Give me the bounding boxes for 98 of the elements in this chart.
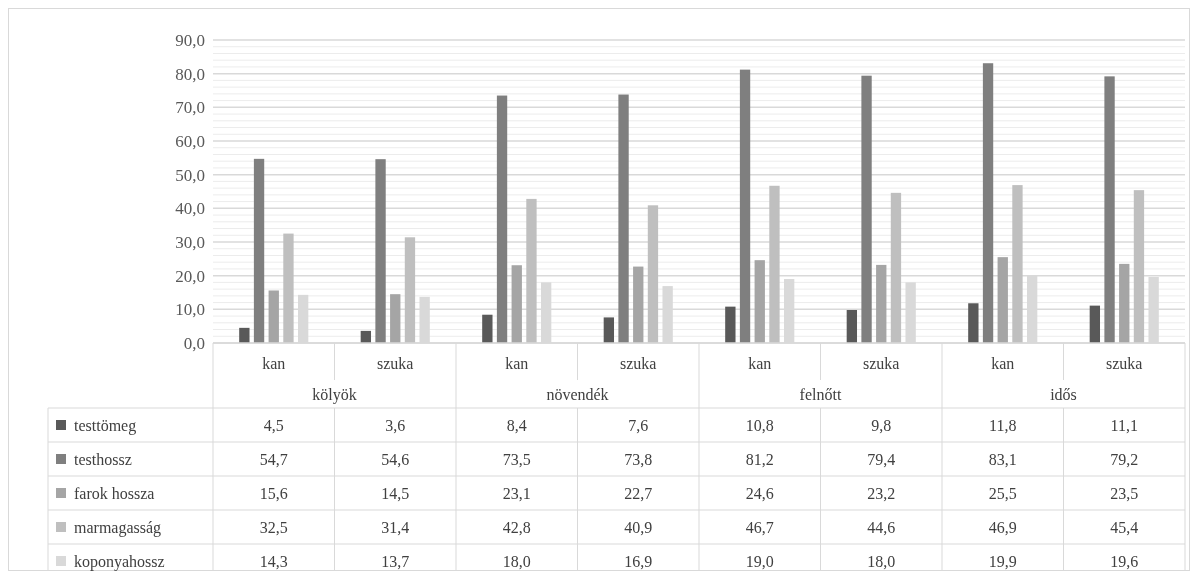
bar	[725, 306, 736, 343]
data-label: 79,4	[867, 450, 896, 468]
bar	[997, 257, 1008, 343]
data-label: 79,2	[1110, 450, 1139, 468]
text: növendék	[546, 385, 609, 403]
data-label: 83,1	[988, 450, 1017, 468]
bar	[511, 265, 522, 343]
data-label: 23,1	[502, 484, 531, 502]
data-label: 11,8	[989, 416, 1017, 434]
data-label: 73,8	[624, 450, 653, 468]
data-label: 54,7	[259, 450, 288, 468]
data-label: 45,4	[1110, 518, 1139, 536]
data-label: 23,2	[867, 484, 896, 502]
data-label: 14,5	[381, 484, 410, 502]
bar	[603, 317, 615, 343]
data-label: 22,7	[624, 484, 653, 502]
x-tick-label: szuka	[863, 354, 900, 372]
legend-label: koponyahossz	[74, 552, 165, 571]
bar	[890, 192, 902, 343]
bar	[876, 264, 887, 343]
bar	[268, 290, 279, 343]
data-label: 24,6	[745, 484, 774, 502]
bar	[846, 310, 858, 343]
data-label: 23,5	[1110, 484, 1139, 502]
x-tick-label: szuka	[620, 354, 657, 372]
data-label: 18,0	[867, 552, 896, 570]
text: kölyök	[312, 385, 357, 404]
bar	[283, 233, 294, 343]
legend-label: testtömeg	[74, 416, 137, 435]
data-label: 10,8	[745, 416, 774, 434]
bar	[253, 158, 265, 343]
legend-label: farok hossza	[74, 484, 155, 502]
data-label: 16,9	[624, 552, 653, 570]
data-label: 19,9	[988, 552, 1017, 570]
bar	[1119, 263, 1130, 343]
data-label: 13,7	[381, 552, 410, 570]
bar	[239, 327, 250, 343]
data-label: 73,5	[502, 450, 531, 468]
y-tick-label: 40,0	[175, 199, 205, 219]
data-label: 19,0	[745, 552, 774, 570]
data-label: 44,6	[867, 518, 896, 536]
y-tick-label: 0,0	[183, 333, 205, 353]
y-tick-label: 30,0	[175, 232, 205, 252]
data-label: 9,8	[871, 416, 892, 434]
bar	[1012, 185, 1023, 343]
bar	[618, 94, 629, 343]
data-label: 42,8	[502, 518, 531, 536]
bar	[482, 314, 493, 343]
bar	[739, 69, 751, 343]
x-tick-label: kan	[505, 354, 529, 372]
bar	[404, 237, 416, 343]
bar	[526, 198, 537, 343]
bar	[390, 294, 401, 343]
bar	[754, 260, 765, 343]
y-tick-label: 20,0	[175, 266, 205, 286]
x-tick-label: kan	[262, 354, 286, 372]
x-tick-label: szuka	[1106, 354, 1143, 372]
bar	[1104, 76, 1115, 343]
data-label: 19,6	[1110, 552, 1139, 570]
data-label: 18,0	[502, 552, 531, 570]
y-tick-label: 80,0	[175, 64, 205, 84]
data-label: 3,6	[385, 416, 406, 434]
bar	[769, 185, 780, 343]
data-label: 4,5	[263, 416, 284, 434]
legend-label: marmagasság	[74, 518, 162, 537]
text: felnőtt	[799, 385, 842, 403]
y-tick-label: 10,0	[175, 300, 205, 320]
bar	[861, 75, 872, 343]
y-tick-label: 50,0	[175, 165, 205, 185]
data-label: 14,3	[259, 552, 288, 570]
bar	[375, 159, 386, 343]
data-label: 46,9	[988, 518, 1017, 536]
bar	[968, 303, 979, 343]
x-tick-label: szuka	[377, 354, 414, 372]
data-label: 81,2	[745, 450, 774, 468]
legend-label: testhossz	[74, 450, 132, 468]
bar	[647, 205, 659, 343]
data-label: 54,6	[381, 450, 410, 468]
data-label: 40,9	[624, 518, 653, 536]
data-label: 31,4	[381, 518, 410, 536]
bar	[982, 63, 994, 343]
data-label: 15,6	[259, 484, 288, 502]
x-tick-label: kan	[748, 354, 772, 372]
bar	[633, 266, 644, 343]
data-label: 32,5	[259, 518, 288, 536]
text: idős	[1050, 385, 1077, 403]
data-label: 46,7	[745, 518, 774, 536]
y-tick-label: 60,0	[175, 131, 205, 151]
y-tick-label: 70,0	[175, 98, 205, 118]
bar	[1133, 190, 1145, 343]
x-tick-label: kan	[991, 354, 1015, 372]
bar	[496, 95, 508, 343]
data-label: 11,1	[1110, 416, 1138, 434]
data-label: 7,6	[628, 416, 649, 434]
data-label: 25,5	[988, 484, 1017, 502]
bar	[1089, 305, 1101, 343]
data-label: 8,4	[506, 416, 527, 434]
y-tick-label: 90,0	[175, 30, 205, 50]
